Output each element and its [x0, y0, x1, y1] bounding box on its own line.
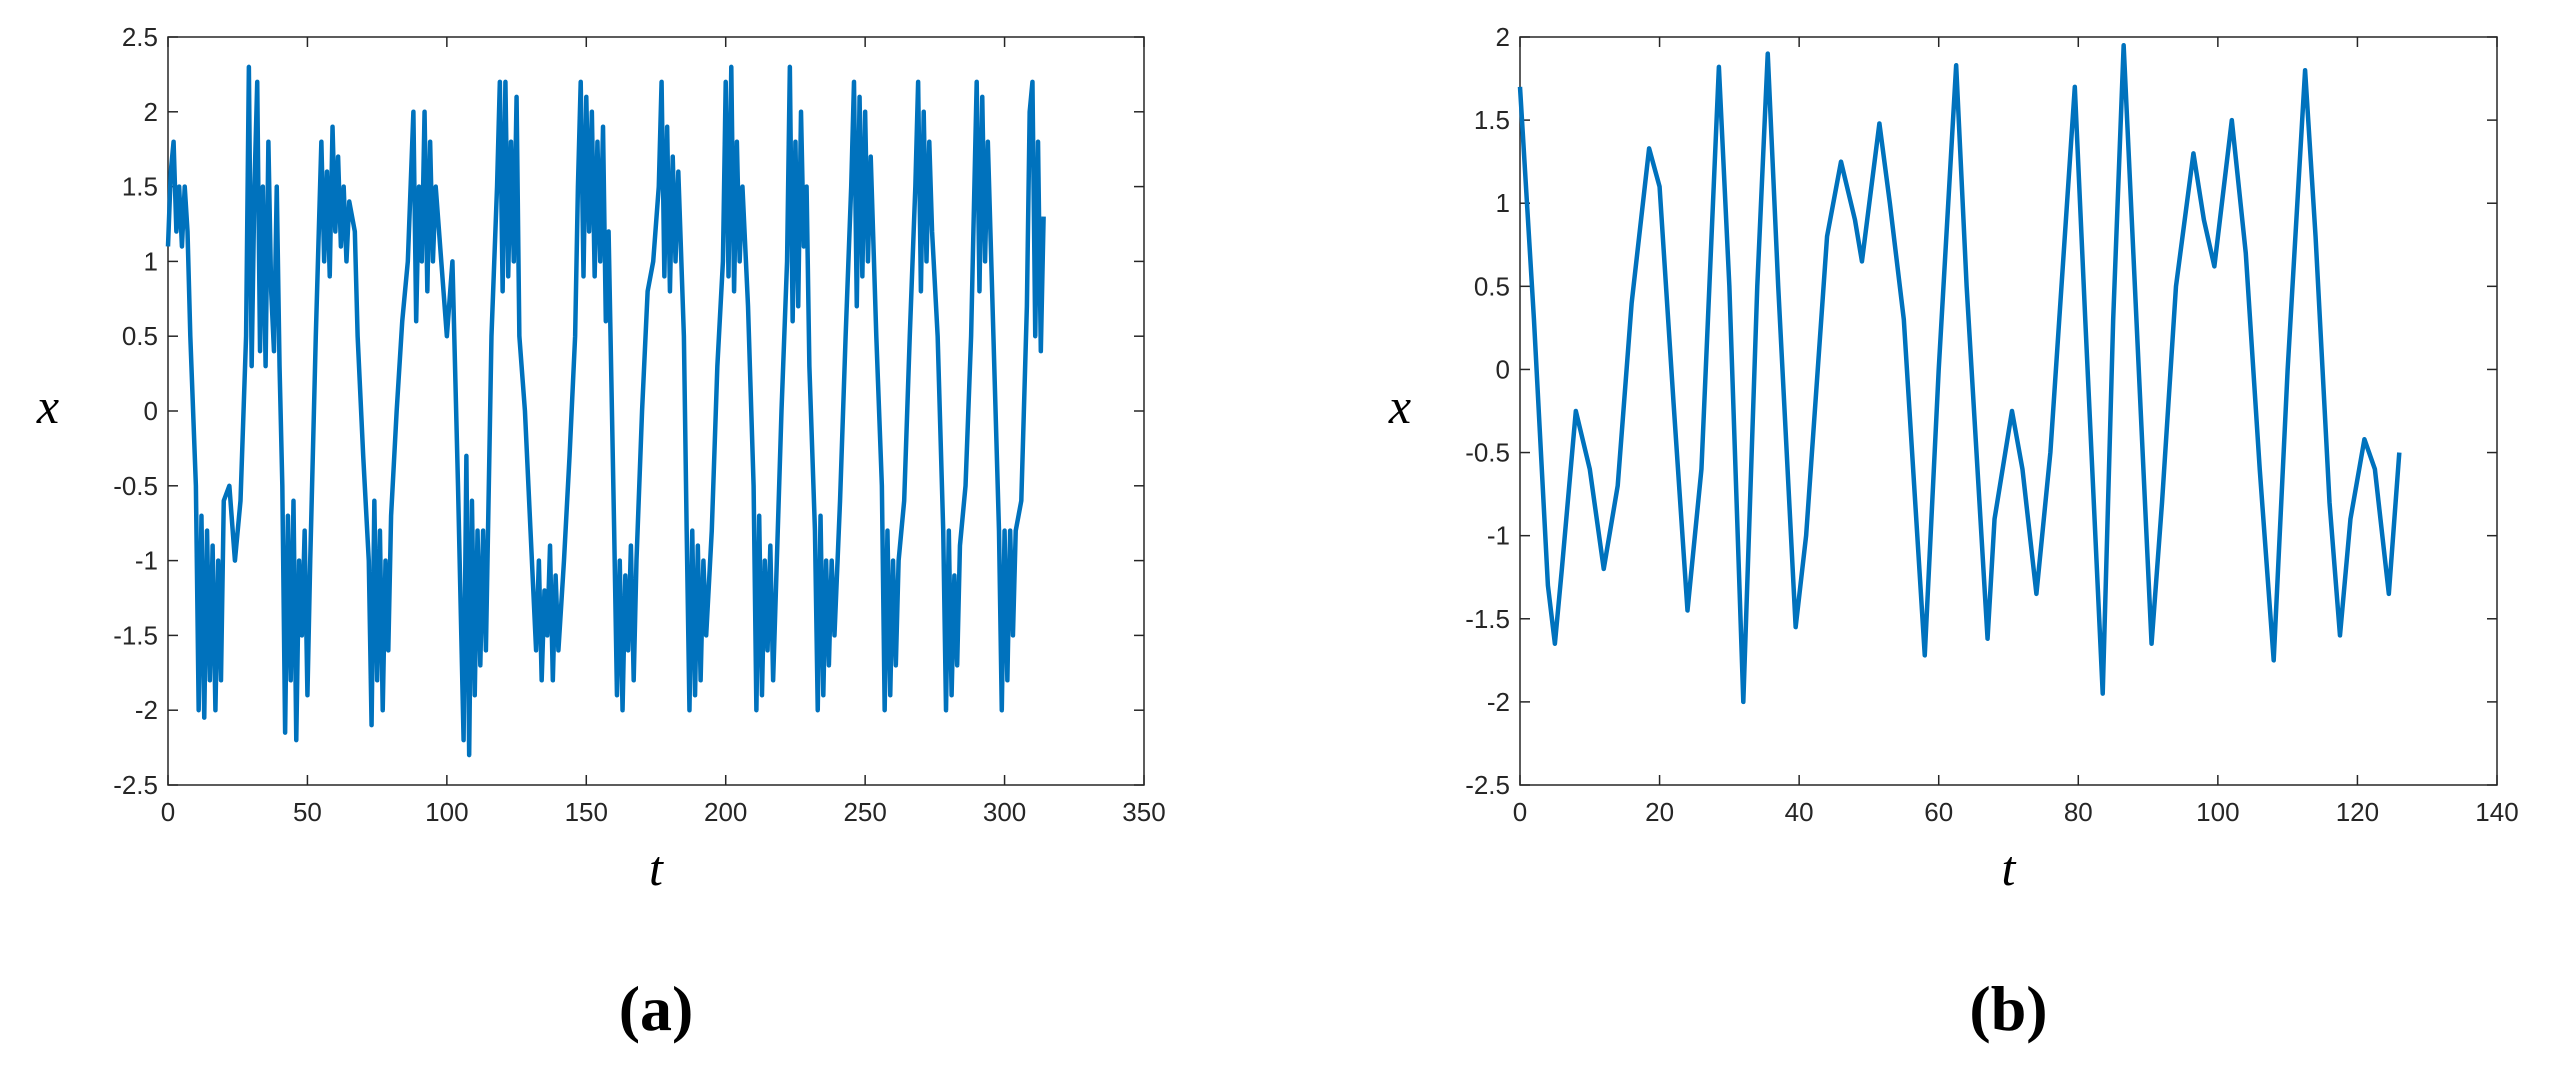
panel-label: (a)	[619, 973, 694, 1044]
y-tick-label: 0.5	[1474, 271, 1510, 301]
y-tick-label: -1.5	[113, 620, 158, 650]
x-tick-label: 250	[843, 797, 886, 827]
panel-label: (b)	[1969, 973, 2047, 1044]
x-tick-label: 100	[425, 797, 468, 827]
x-tick-label: 350	[1122, 797, 1165, 827]
y-tick-label: -2.5	[1465, 770, 1510, 800]
x-tick-label: 80	[2064, 797, 2093, 827]
x-tick-label: 20	[1645, 797, 1674, 827]
y-tick-label: -2	[135, 695, 158, 725]
y-tick-label: 0.5	[122, 321, 158, 351]
y-tick-label: 2.5	[122, 22, 158, 52]
x-tick-label: 40	[1785, 797, 1814, 827]
y-tick-label: 1	[144, 246, 158, 276]
y-tick-label: -2.5	[113, 770, 158, 800]
x-tick-label: 60	[1924, 797, 1953, 827]
x-tick-label: 140	[2475, 797, 2518, 827]
y-tick-label: -0.5	[113, 471, 158, 501]
y-tick-label: -1.5	[1465, 604, 1510, 634]
x-tick-label: 0	[161, 797, 175, 827]
x-axis-label: t	[649, 840, 664, 896]
y-axis-label: x	[36, 378, 59, 434]
data-line	[1517, 43, 2402, 705]
x-tick-label: 150	[565, 797, 608, 827]
y-tick-label: -0.5	[1465, 438, 1510, 468]
y-tick-label: 2	[1496, 22, 1510, 52]
x-tick-label: 200	[704, 797, 747, 827]
data-line	[165, 64, 1046, 758]
y-tick-label: 2	[144, 97, 158, 127]
y-tick-label: 1	[1496, 188, 1510, 218]
x-tick-label: 100	[2196, 797, 2239, 827]
y-tick-label: 0	[1496, 354, 1510, 384]
x-tick-label: 0	[1513, 797, 1527, 827]
y-tick-label: -1	[135, 546, 158, 576]
y-axis-label: x	[1388, 378, 1411, 434]
y-tick-label: 1.5	[122, 172, 158, 202]
y-tick-label: -2	[1487, 687, 1510, 717]
x-axis-label: t	[2002, 840, 2017, 896]
x-tick-label: 300	[983, 797, 1026, 827]
plot-area	[1519, 36, 2498, 786]
y-tick-label: 1.5	[1474, 105, 1510, 135]
y-tick-label: 0	[144, 396, 158, 426]
y-tick-label: -1	[1487, 521, 1510, 551]
x-tick-label: 120	[2336, 797, 2379, 827]
x-tick-label: 50	[293, 797, 322, 827]
